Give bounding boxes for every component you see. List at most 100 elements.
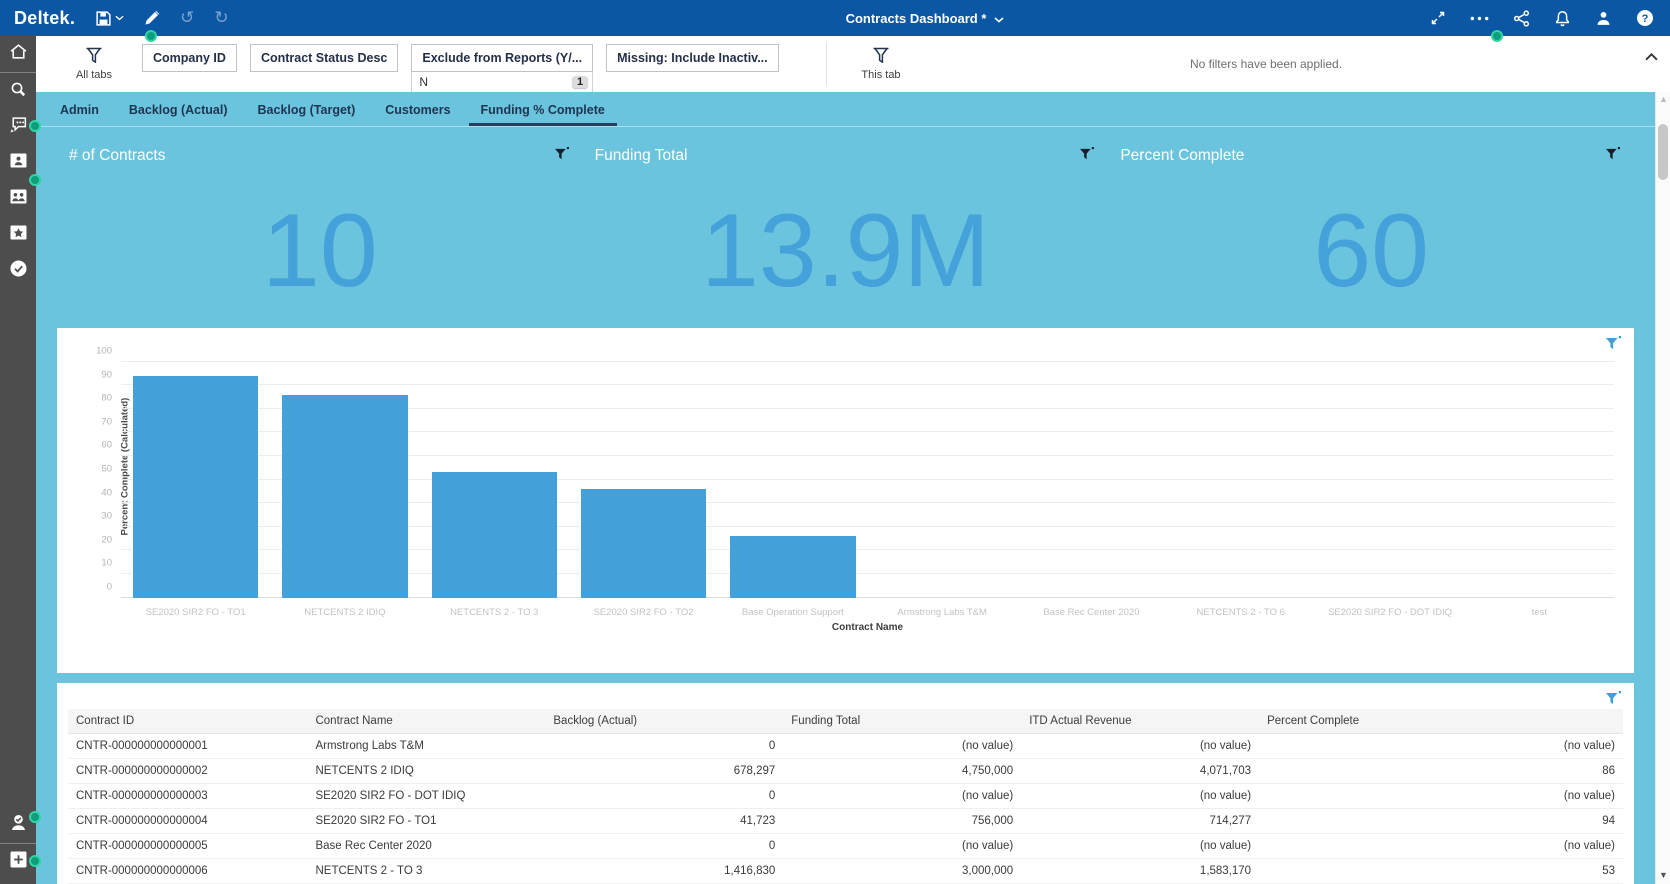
cell-contract-id[interactable]: CNTR-000000000000006 xyxy=(68,859,307,884)
filter-chip-value-field[interactable]: N 1 xyxy=(411,72,593,93)
scroll-down-arrow-icon[interactable]: ▼ xyxy=(1656,870,1670,880)
more-options-button[interactable] xyxy=(1470,16,1489,21)
save-button[interactable] xyxy=(95,10,124,27)
sidebar-item-search[interactable] xyxy=(0,73,36,109)
kpi-funding-total[interactable]: Funding Total 13.9M xyxy=(583,127,1109,327)
all-tabs-filter-button[interactable]: All tabs xyxy=(58,47,130,81)
cell-funding-total[interactable]: (no value) xyxy=(783,784,1021,809)
scrollbar-thumb[interactable] xyxy=(1658,124,1668,180)
bar-base-operation-support[interactable] xyxy=(730,536,855,597)
cell-funding-total[interactable]: (no value) xyxy=(783,834,1021,859)
table-row[interactable]: CNTR-000000000000003SE2020 SIR2 FO - DOT… xyxy=(68,784,1623,809)
kpi-filter-icon[interactable] xyxy=(1606,147,1620,165)
table-row[interactable]: CNTR-000000000000004SE2020 SIR2 FO - TO1… xyxy=(68,809,1623,834)
kpi-title: # of Contracts xyxy=(69,147,166,165)
filter-chip-exclude-from-reports-y: Exclude from Reports (Y/... N 1 xyxy=(411,44,593,93)
kpi-filter-icon[interactable] xyxy=(1080,147,1094,165)
cell-contract-name[interactable]: SE2020 SIR2 FO - DOT IDIQ xyxy=(307,784,545,809)
chart-filter-icon[interactable] xyxy=(1606,336,1621,355)
cell-funding-total[interactable]: 756,000 xyxy=(783,809,1021,834)
kpi-filter-icon[interactable] xyxy=(555,147,569,165)
bar-slot xyxy=(121,362,270,598)
column-header-funding-total[interactable]: Funding Total xyxy=(783,709,1021,734)
cell-percent-complete[interactable]: 94 xyxy=(1259,809,1623,834)
cell-backlog-actual[interactable]: 0 xyxy=(545,834,783,859)
bar-se2020-sir2-fo-to2[interactable] xyxy=(581,489,706,598)
tab-customers[interactable]: Customers xyxy=(385,103,450,126)
help-button[interactable]: ? xyxy=(1636,9,1654,27)
tab-backlog-target[interactable]: Backlog (Target) xyxy=(258,103,356,126)
cell-contract-id[interactable]: CNTR-000000000000003 xyxy=(68,784,307,809)
cell-backlog-actual[interactable]: 1,416,830 xyxy=(545,859,783,884)
cell-contract-id[interactable]: CNTR-000000000000001 xyxy=(68,734,307,759)
tab-funding-complete[interactable]: Funding % Complete xyxy=(481,103,605,126)
kpi-percent-complete[interactable]: Percent Complete 60 xyxy=(1108,127,1634,327)
table-row[interactable]: CNTR-000000000000005Base Rec Center 2020… xyxy=(68,834,1623,859)
scroll-up-arrow-icon[interactable]: ▲ xyxy=(1656,94,1670,104)
tab-backlog-actual[interactable]: Backlog (Actual) xyxy=(129,103,228,126)
cell-percent-complete[interactable]: 53 xyxy=(1259,859,1623,884)
cell-funding-total[interactable]: 4,750,000 xyxy=(783,759,1021,784)
this-tab-filter-button[interactable]: This tab xyxy=(836,47,926,81)
cell-backlog-actual[interactable]: 0 xyxy=(545,734,783,759)
cell-itd-actual-revenue[interactable]: 4,071,703 xyxy=(1021,759,1259,784)
cell-itd-actual-revenue[interactable]: 1,583,170 xyxy=(1021,859,1259,884)
cell-itd-actual-revenue[interactable]: (no value) xyxy=(1021,834,1259,859)
sidebar-item-insights[interactable] xyxy=(0,253,36,289)
x-tick-label: Base Rec Center 2020 xyxy=(1017,607,1166,618)
cell-backlog-actual[interactable]: 0 xyxy=(545,784,783,809)
cell-percent-complete[interactable]: (no value) xyxy=(1259,734,1623,759)
cell-percent-complete[interactable]: 86 xyxy=(1259,759,1623,784)
cell-contract-name[interactable]: Armstrong Labs T&M xyxy=(307,734,545,759)
table-row[interactable]: CNTR-000000000000001Armstrong Labs T&M0(… xyxy=(68,734,1623,759)
redo-button[interactable]: ↻ xyxy=(214,10,228,27)
table-row[interactable]: CNTR-000000000000006NETCENTS 2 - TO 31,4… xyxy=(68,859,1623,884)
vertical-scrollbar[interactable]: ▲ ▼ xyxy=(1655,92,1670,884)
bar-netcents-2-to-3[interactable] xyxy=(432,472,557,597)
filter-chip-label[interactable]: Missing: Include Inactiv... xyxy=(606,44,779,72)
bar-se2020-sir2-fo-to1[interactable] xyxy=(133,376,258,598)
user-button[interactable] xyxy=(1595,10,1612,27)
cell-contract-name[interactable]: Base Rec Center 2020 xyxy=(307,834,545,859)
cell-itd-actual-revenue[interactable]: 714,277 xyxy=(1021,809,1259,834)
column-header-contract-id[interactable]: Contract ID xyxy=(68,709,307,734)
app-title-menu[interactable]: Contracts Dashboard * xyxy=(420,11,1430,26)
cell-contract-name[interactable]: NETCENTS 2 - TO 3 xyxy=(307,859,545,884)
sidebar-top-icons xyxy=(0,36,36,289)
cell-itd-actual-revenue[interactable]: (no value) xyxy=(1021,784,1259,809)
table-filter-icon[interactable] xyxy=(1606,691,1621,710)
undo-button[interactable]: ↺ xyxy=(180,10,194,27)
cell-percent-complete[interactable]: (no value) xyxy=(1259,784,1623,809)
kpi-of-contracts[interactable]: # of Contracts 10 xyxy=(57,127,583,327)
column-header-percent-complete[interactable]: Percent Complete xyxy=(1259,709,1623,734)
filter-chip-label[interactable]: Company ID xyxy=(142,44,237,72)
column-header-backlog-actual[interactable]: Backlog (Actual) xyxy=(545,709,783,734)
cell-backlog-actual[interactable]: 678,297 xyxy=(545,759,783,784)
cell-contract-id[interactable]: CNTR-000000000000002 xyxy=(68,759,307,784)
filter-chip-label[interactable]: Contract Status Desc xyxy=(250,44,398,72)
bar-chart: Percent Complete (Calculated) 0 10 20 30… xyxy=(121,362,1614,633)
edit-button[interactable] xyxy=(144,10,160,26)
column-header-contract-name[interactable]: Contract Name xyxy=(307,709,545,734)
sidebar-item-favorites[interactable] xyxy=(0,217,36,253)
cell-contract-name[interactable]: NETCENTS 2 IDIQ xyxy=(307,759,545,784)
sidebar-item-shared-items[interactable] xyxy=(0,181,36,217)
cell-contract-id[interactable]: CNTR-000000000000004 xyxy=(68,809,307,834)
expand-button[interactable] xyxy=(1430,10,1446,26)
cell-contract-id[interactable]: CNTR-000000000000005 xyxy=(68,834,307,859)
share-button[interactable] xyxy=(1513,10,1530,27)
cell-percent-complete[interactable]: (no value) xyxy=(1259,834,1623,859)
bar-netcents-2-idiq[interactable] xyxy=(282,395,407,598)
cell-contract-name[interactable]: SE2020 SIR2 FO - TO1 xyxy=(307,809,545,834)
sidebar-item-home[interactable] xyxy=(0,36,36,72)
table-row[interactable]: CNTR-000000000000002NETCENTS 2 IDIQ678,2… xyxy=(68,759,1623,784)
column-header-itd-actual-revenue[interactable]: ITD Actual Revenue xyxy=(1021,709,1259,734)
cell-funding-total[interactable]: 3,000,000 xyxy=(783,859,1021,884)
notifications-button[interactable] xyxy=(1554,10,1571,27)
cell-backlog-actual[interactable]: 41,723 xyxy=(545,809,783,834)
tab-admin[interactable]: Admin xyxy=(60,103,99,126)
collapse-filter-bar-button[interactable] xyxy=(1645,48,1658,66)
filter-chip-label[interactable]: Exclude from Reports (Y/... xyxy=(411,44,593,72)
cell-itd-actual-revenue[interactable]: (no value) xyxy=(1021,734,1259,759)
cell-funding-total[interactable]: (no value) xyxy=(783,734,1021,759)
